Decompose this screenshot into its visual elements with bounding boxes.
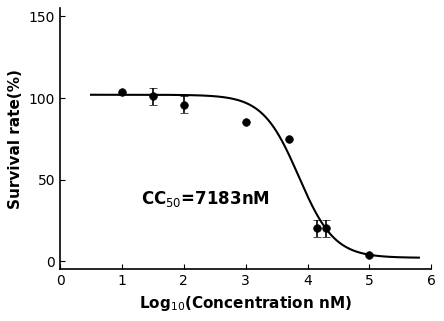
Text: CC$_{50}$=7183nM: CC$_{50}$=7183nM bbox=[141, 189, 270, 209]
Y-axis label: Survival rate(%): Survival rate(%) bbox=[8, 69, 24, 209]
X-axis label: Log$_{10}$(Concentration nM): Log$_{10}$(Concentration nM) bbox=[139, 294, 352, 313]
